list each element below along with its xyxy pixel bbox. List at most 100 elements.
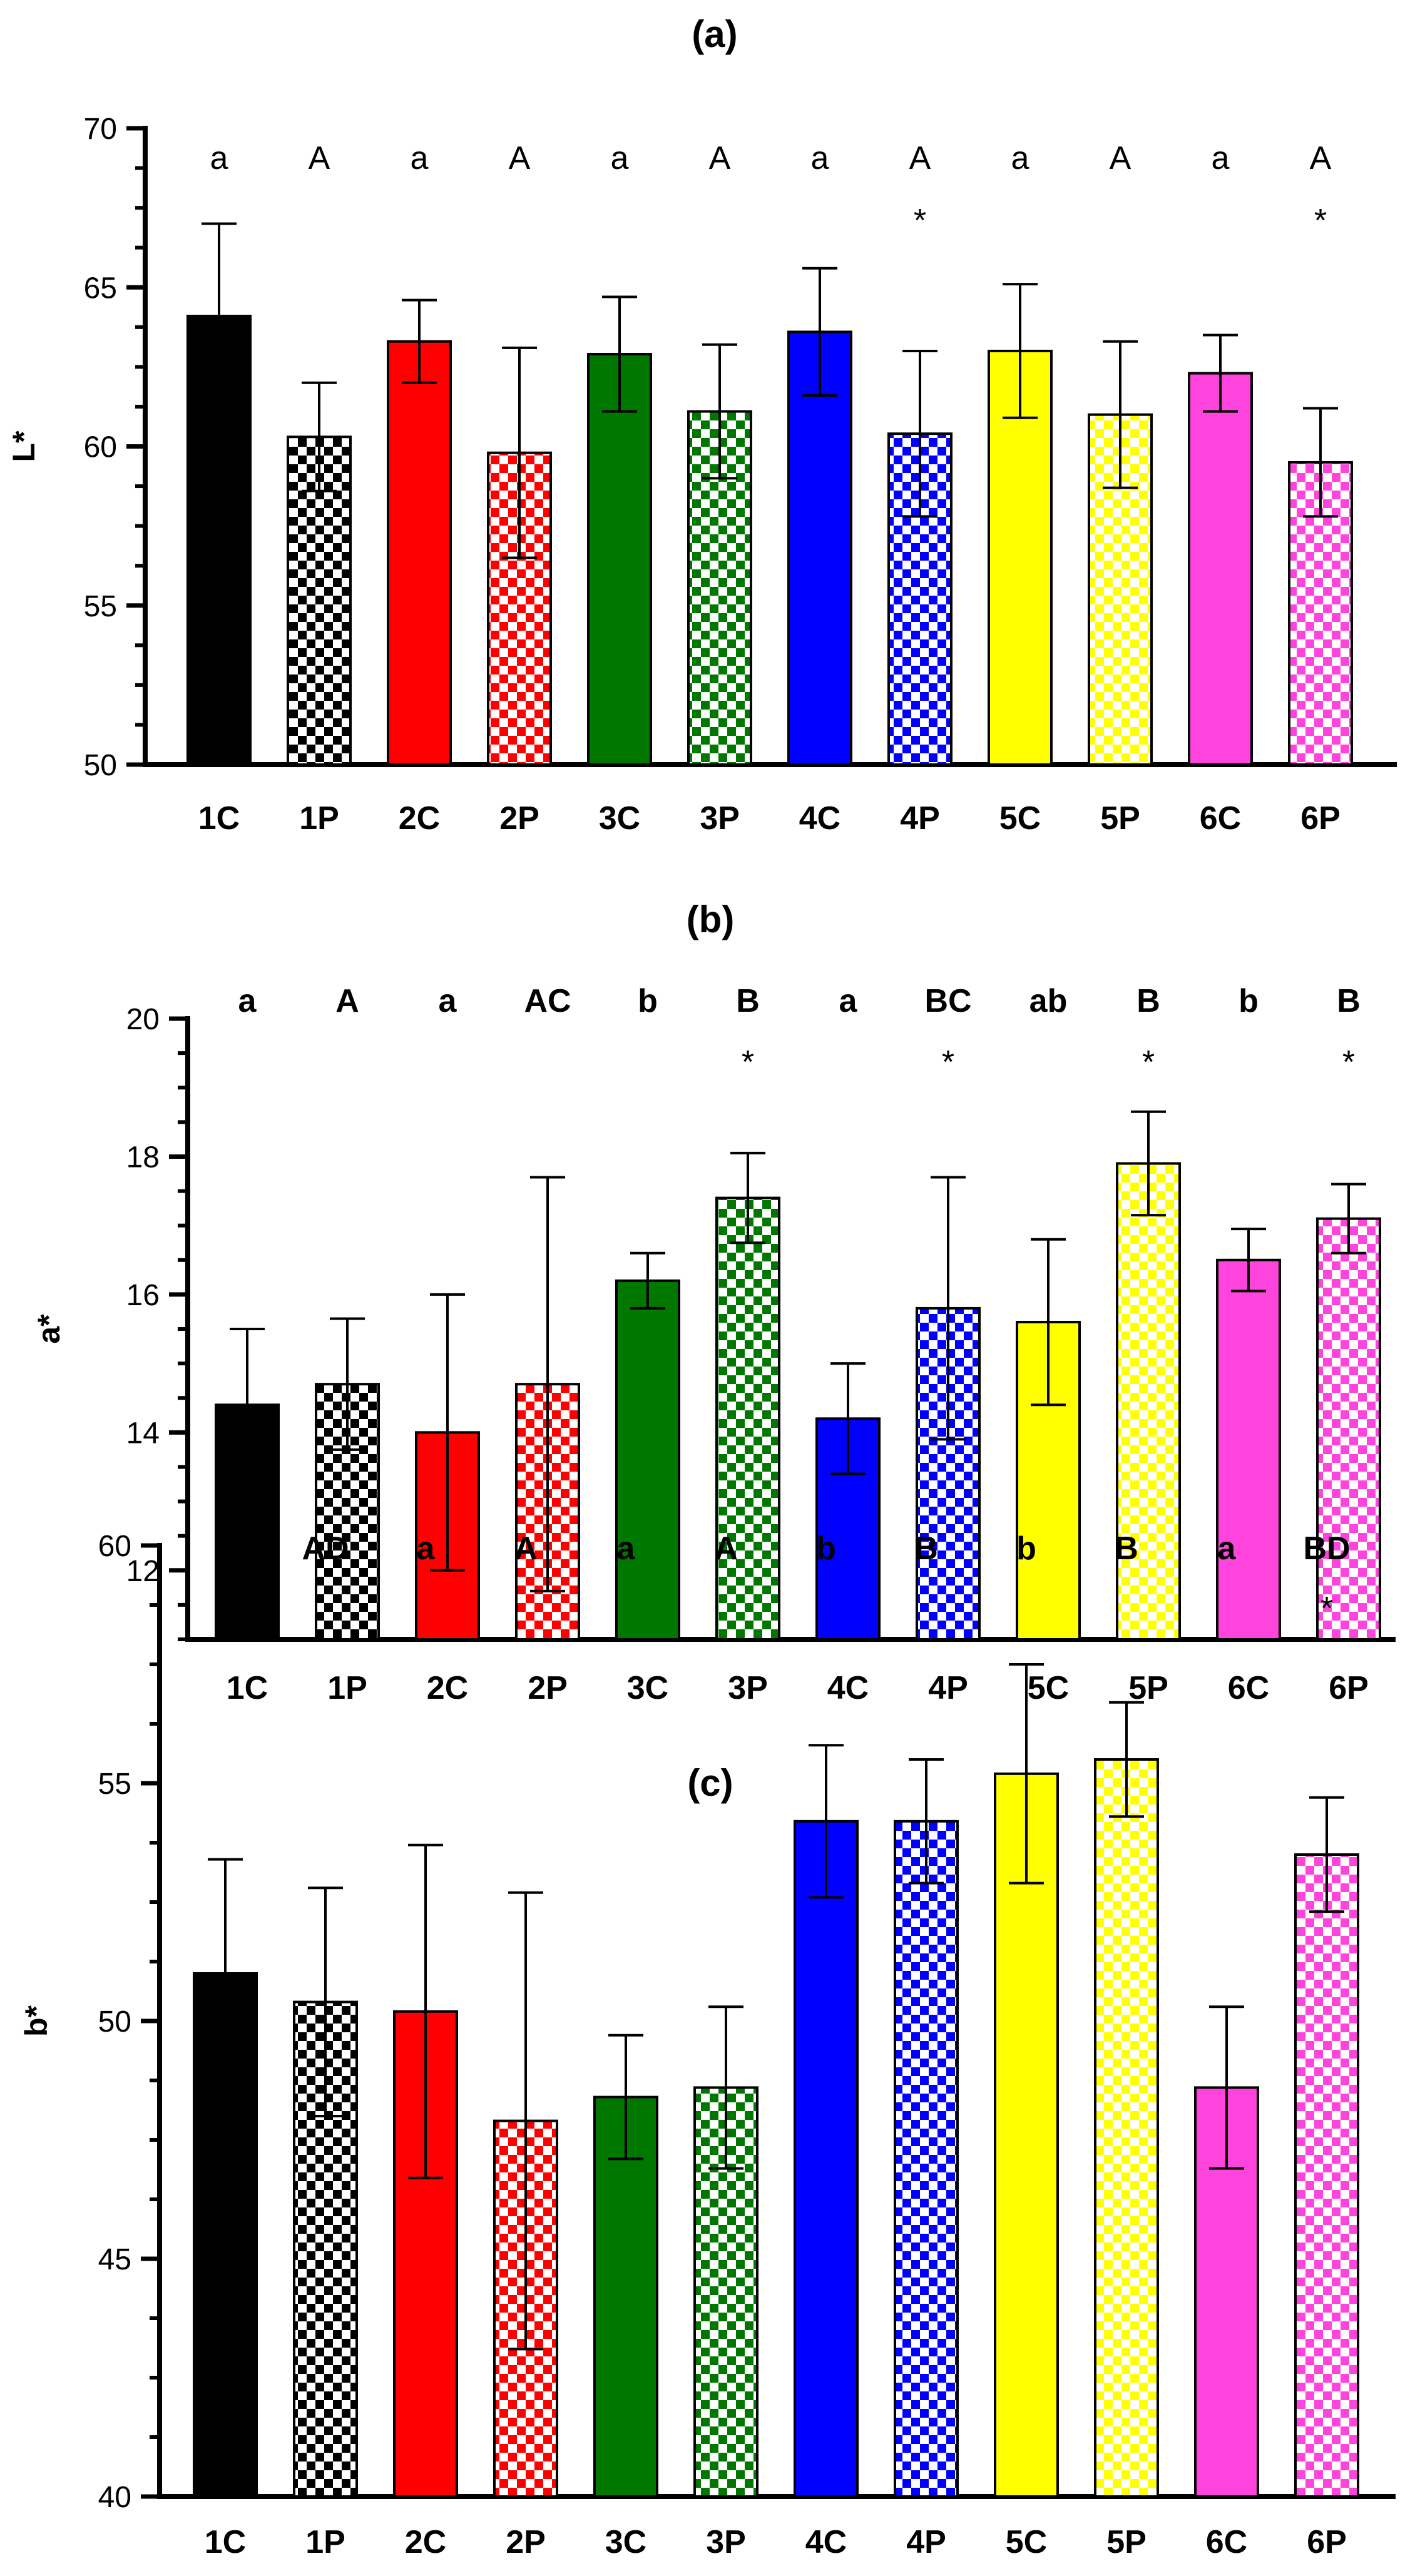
y-tick-label: 60	[84, 431, 117, 464]
error-bar-2P	[502, 346, 537, 559]
bar-4C	[815, 1417, 881, 1641]
bar-1C	[193, 1972, 258, 2498]
error-bar-5C	[1009, 1663, 1044, 1885]
y-tick-label: 40	[98, 2481, 131, 2514]
panel-c-title: (c)	[687, 1762, 733, 1804]
significance-letter: a	[611, 140, 629, 176]
y-tick-label: 50	[84, 749, 117, 782]
x-tick-label: 2C	[427, 1670, 468, 1706]
significance-letter: a	[811, 140, 829, 176]
x-tick-label: 1C	[205, 2524, 246, 2560]
bar-4P	[894, 1820, 959, 2498]
bar-5P	[1094, 1758, 1159, 2498]
error-bar-2C	[402, 298, 437, 384]
x-tick-label: 1C	[198, 800, 240, 837]
significance-letter: A	[309, 140, 330, 176]
error-bar-3C	[608, 2034, 643, 2161]
significance-letter: a	[617, 1530, 636, 1567]
error-bar-4C	[809, 1744, 844, 1899]
error-bar-1P	[330, 1317, 365, 1451]
x-tick-label: 4P	[906, 2524, 946, 2560]
error-bar-6P	[1331, 1183, 1366, 1255]
error-bar-3P	[708, 2005, 743, 2170]
x-tick-label: 3P	[700, 800, 740, 837]
panel-b: (b) 1214161820a*1Ca1PA2Ca2PAC3Cb3PB*4Ca4…	[31, 899, 1396, 1706]
y-tick-label: 12	[126, 1555, 160, 1588]
y-axis-label: b*	[19, 2005, 54, 2037]
x-tick-label: 2P	[499, 800, 539, 837]
error-bar-6P	[1303, 407, 1338, 518]
panel-a: (a) 50 55 60 65 70 L* 1C a 1P A 2C a 2P A 3C a 3P A 4C a 4P A…	[6, 13, 1397, 837]
significance-letter: a	[1218, 1530, 1237, 1567]
error-bar-1C	[208, 1858, 243, 2089]
significance-letter: B	[1337, 983, 1361, 1019]
panel-b-title: (b)	[687, 899, 735, 940]
significance-letter: a	[839, 983, 858, 1019]
x-tick-label: 1C	[227, 1670, 268, 1706]
bar-3C	[615, 1279, 680, 1641]
error-bar-4P	[909, 1758, 944, 1885]
significance-letter: a	[417, 1530, 436, 1567]
significance-letter: B	[1137, 983, 1160, 1019]
significance-letter: b	[816, 1530, 836, 1567]
significance-letter: A	[1110, 140, 1131, 176]
panel-c: (c) 4045505560b*1Ca1PAD2Ca2PA3Ca3PA4Cb4P…	[19, 1530, 1396, 2560]
x-tick-label: 5P	[1100, 800, 1140, 837]
significance-letter: AD	[302, 1530, 349, 1567]
x-tick-label: 3P	[706, 2524, 746, 2560]
x-tick-label: 2P	[528, 1670, 568, 1706]
error-bar-4C	[802, 267, 837, 397]
x-tick-label: 4C	[827, 1670, 869, 1706]
bar-5P	[1116, 1162, 1181, 1641]
significance-letter: a	[439, 983, 457, 1019]
x-tick-label: 4C	[799, 800, 840, 837]
significance-letter: a	[210, 140, 228, 176]
x-tick-label: 3C	[599, 800, 640, 837]
error-bar-4P	[931, 1176, 966, 1441]
error-bar-6C	[1209, 2005, 1244, 2170]
bar-3C	[587, 353, 652, 766]
x-tick-label: 1P	[305, 2524, 345, 2560]
x-tick-label: 1P	[327, 1670, 367, 1706]
error-bar-6C	[1231, 1228, 1266, 1293]
x-tick-label: 2C	[399, 800, 440, 837]
error-bar-5P	[1131, 1110, 1166, 1217]
significance-letter: a	[1212, 140, 1230, 176]
x-tick-label: 6P	[1300, 800, 1341, 837]
x-tick-label: 6P	[1329, 1670, 1369, 1706]
significance-letter: A	[714, 1530, 738, 1567]
error-bar-5P	[1109, 1701, 1144, 1818]
significance-letter: BD	[1303, 1530, 1350, 1567]
x-tick-label: 2P	[506, 2524, 546, 2560]
x-tick-label: 4P	[928, 1670, 968, 1706]
x-tick-label: 5P	[1106, 2524, 1147, 2560]
bar-5C	[988, 349, 1053, 766]
x-tick-label: 1P	[299, 800, 339, 837]
error-bar-1C	[230, 1328, 265, 1482]
x-tick-label: 6C	[1206, 2524, 1247, 2560]
significance-letter: a	[217, 1530, 235, 1567]
significance-letter: A	[1310, 140, 1332, 176]
y-axis-label: a*	[31, 1314, 66, 1344]
bar-4C	[794, 1820, 859, 2498]
error-bar-6P	[1309, 1796, 1344, 1913]
bar-6P	[1316, 1217, 1381, 1641]
bar-4C	[787, 330, 852, 766]
y-tick-label: 50	[98, 2005, 131, 2039]
y-tick-label: 60	[98, 1530, 131, 1563]
x-tick-label: 3C	[605, 2524, 646, 2560]
x-tick-label: 5C	[1028, 1670, 1069, 1706]
error-bar-4C	[830, 1362, 866, 1475]
error-bar-3P	[730, 1151, 765, 1245]
x-tick-label: 4C	[805, 2524, 847, 2560]
significance-letter: B	[736, 983, 760, 1019]
y-tick-label: 45	[98, 2243, 131, 2276]
significance-letter: a	[238, 983, 257, 1019]
y-tick-label: 16	[126, 1279, 160, 1312]
y-tick-label: 14	[126, 1417, 160, 1450]
significance-letter: ab	[1029, 983, 1068, 1019]
x-tick-label: 5C	[999, 800, 1041, 837]
x-tick-label: 6C	[1200, 800, 1241, 837]
y-tick-label: 55	[98, 1768, 131, 1801]
